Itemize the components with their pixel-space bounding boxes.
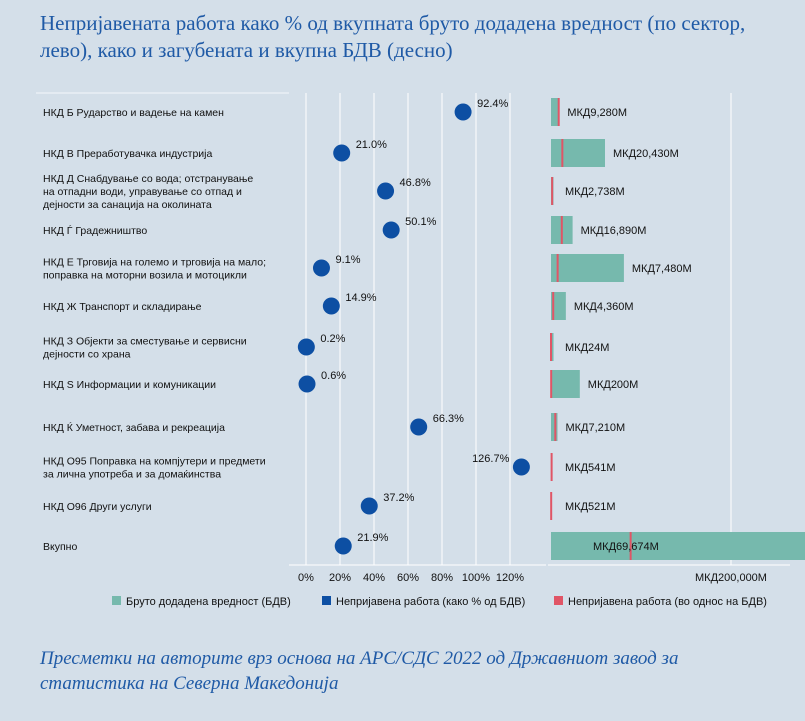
bar-gva (551, 139, 605, 167)
category-label: НКД Д Снабдување со вода; отстранување на… (43, 173, 253, 211)
category-label-line: за лична употреба и за домаќинства (43, 469, 221, 481)
category-label: НКД Ќ Уметност, забава и рекреација (43, 421, 225, 434)
category-label-line: НКД Ќ Уметност, забава и рекреација (43, 421, 225, 434)
category-label: НКД О95 Поправка на компјутери и предмет… (43, 456, 266, 481)
dot-undeclared-pct (297, 338, 315, 356)
grid-left (36, 92, 546, 566)
x-tick-left-20: 20% (329, 572, 351, 584)
bar-value-label: МКД7,480М (632, 263, 692, 275)
grid-right (548, 93, 790, 566)
dot-undeclared-pct (360, 497, 378, 515)
category-label-line: НКД Е Трговија на големо и трговија на м… (43, 257, 266, 269)
chart-title: Непријавената работа како % од вкупната … (40, 11, 746, 62)
category-label-line: НКД О95 Поправка на компјутери и предмет… (43, 456, 266, 468)
dot-undeclared-pct (312, 259, 330, 277)
category-label: НКД О96 Други услуги (43, 501, 152, 513)
category-label-line: НКД Ѓ Градежништво (43, 224, 147, 237)
category-label: НКД З Објекти за сместување и сервисни де… (43, 336, 247, 361)
dot-undeclared-pct (333, 144, 351, 162)
category-label: НКД В Преработувачка индустрија (43, 148, 212, 160)
dot-value-label: 50.1% (405, 216, 436, 228)
dot-undeclared-pct (377, 182, 395, 200)
category-label-line: на отпадни води, управување со отпад и (43, 186, 242, 198)
dots: 92.4% 21.0% 46.8% 50.1% 9.1% 14.9% 0.2% 0.6% 66.… (297, 98, 530, 555)
category-label-line: НКД Д Снабдување со вода; отстранување (43, 173, 253, 185)
x-tick-labels: 0%20%40%60%80%100%120%МКД200,000ММКД400,… (298, 572, 767, 584)
legend-swatch (322, 596, 331, 605)
dot-value-label: 0.2% (320, 333, 345, 345)
bar-value-label: МКД69,674М (593, 541, 659, 553)
x-tick-left-0: 0% (298, 572, 314, 584)
bar-value-label: МКД9,280М (567, 107, 627, 119)
dot-value-label: 46.8% (400, 177, 431, 189)
dot-value-label: 21.9% (357, 532, 388, 544)
dot-value-label: 92.4% (477, 98, 508, 110)
dot-value-label: 37.2% (383, 492, 414, 504)
dot-undeclared-pct (322, 297, 340, 315)
legend-label: Непријавена работа (како % од БДВ) (336, 596, 525, 608)
dot-undeclared-pct (382, 221, 400, 239)
x-tick-left-120: 120% (496, 572, 524, 584)
dot-undeclared-pct (454, 103, 472, 121)
category-label-line: НКД О96 Други услуги (43, 501, 152, 513)
bars: МКД9,280М МКД20,430М МКД2,738М МКД16,890М МК… (550, 98, 805, 560)
legend-label: Бруто додадена вредност (БДВ) (126, 596, 291, 608)
bar-value-label: МКД4,360М (574, 301, 634, 313)
category-label-line: дејности за санација на околината (43, 199, 212, 211)
category-label-line: дејности со храна (43, 349, 131, 361)
bar-gva (551, 413, 558, 441)
dot-value-label: 66.3% (433, 413, 464, 425)
bar-value-label: МКД200М (588, 379, 639, 391)
x-tick-left-100: 100% (462, 572, 490, 584)
dot-value-label: 9.1% (335, 254, 360, 266)
category-label: Вкупно (43, 541, 77, 553)
legend-label: Непријавена работа (во однос на БДВ) (568, 596, 767, 608)
bar-value-label: МКД16,890М (581, 225, 647, 237)
dot-undeclared-pct (298, 375, 316, 393)
dot-undeclared-pct (334, 537, 352, 555)
bar-gva (551, 292, 566, 320)
dot-value-label: 14.9% (345, 292, 376, 304)
bar-gva (551, 532, 805, 560)
category-label-line: НКД З Објекти за сместување и сервисни (43, 336, 247, 348)
legend: Бруто додадена вредност (БДВ) Непријавена… (112, 596, 767, 608)
legend-swatch (112, 596, 121, 605)
x-tick-left-60: 60% (397, 572, 419, 584)
bar-gva (551, 333, 554, 361)
bar-value-label: МКД521М (565, 501, 616, 513)
category-label-line: Вкупно (43, 541, 77, 553)
bar-gva (551, 98, 560, 126)
bar-gva (551, 254, 624, 282)
category-label-line: НКД В Преработувачка индустрија (43, 148, 212, 160)
category-label: НКД Ѓ Градежништво (43, 224, 147, 237)
dot-value-label: 21.0% (356, 139, 387, 151)
category-labels: НКД Б Рударство и вадење на камен НКД В П… (43, 107, 266, 553)
bar-value-label: МКД24М (565, 342, 609, 354)
x-tick-right-200000: МКД200,000М (695, 572, 767, 584)
dot-undeclared-pct (410, 418, 428, 436)
dot-value-label: 0.6% (321, 370, 346, 382)
bar-value-label: МКД2,738М (565, 186, 625, 198)
category-label-line: НКД Б Рударство и вадење на камен (43, 107, 224, 119)
category-label-line: поправка на моторни возила и мотоцикли (43, 270, 247, 282)
category-label: НКД Е Трговија на големо и трговија на м… (43, 257, 266, 282)
category-label-line: НКД Ѕ Информации и комуникации (43, 379, 216, 391)
bar-value-label: МКД7,210М (565, 422, 625, 434)
source-note: Пресметки на авторите врз основа на АРС/… (40, 648, 679, 694)
dot-undeclared-pct (512, 458, 530, 476)
bar-gva (551, 370, 580, 398)
category-label: НКД Б Рударство и вадење на камен (43, 107, 224, 119)
bar-value-label: МКД541М (565, 462, 616, 474)
category-label: НКД Ѕ Информации и комуникации (43, 379, 216, 391)
dot-value-label: 126.7% (472, 453, 510, 465)
x-tick-left-80: 80% (431, 572, 453, 584)
category-label: НКД Ж Транспорт и складирање (43, 301, 202, 313)
category-label-line: НКД Ж Транспорт и складирање (43, 301, 202, 313)
x-tick-left-40: 40% (363, 572, 385, 584)
legend-swatch (554, 596, 563, 605)
bar-value-label: МКД20,430М (613, 148, 679, 160)
chart: НКД Б Рударство и вадење на камен НКД В П… (36, 92, 805, 608)
